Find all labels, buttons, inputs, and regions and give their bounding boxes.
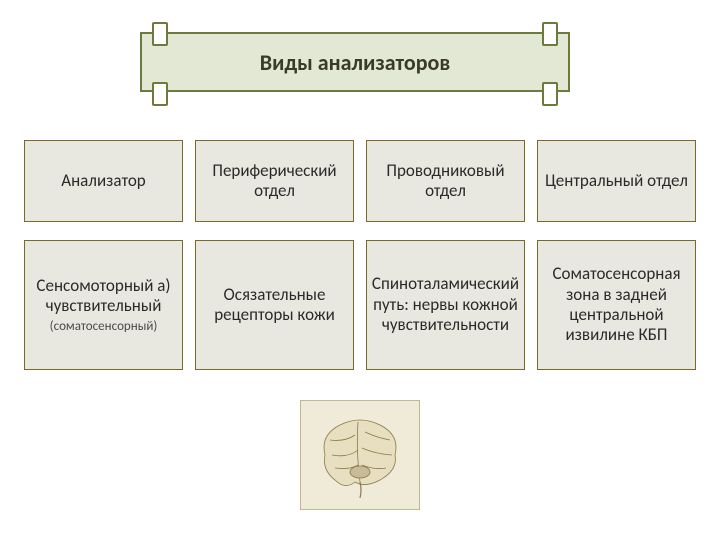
banner-tab-bottom-right [542,82,558,106]
row-sensorimotor-central: Соматосенсорная зона в задней центрально… [537,240,696,370]
cell-text: Спиноталамический путь: нервы кожной чув… [371,274,520,335]
row-sensorimotor-conductive: Спиноталамический путь: нервы кожной чув… [366,240,525,370]
banner-tab-top-left [152,22,168,46]
cell-text: Соматосенсорная зона в задней центрально… [542,264,691,346]
title-banner: Виды анализаторов [140,32,570,92]
brain-illustration [300,400,420,510]
analyzer-table: Анализатор Периферический отдел Проводни… [24,140,696,370]
cell-text: Осязательные рецепторы кожи [200,285,349,326]
cell-text: Сенсомоторный а) чувствительный [29,276,178,317]
banner-tab-top-right [542,22,558,46]
cell-text: Центральный отдел [545,171,688,191]
brain-icon [310,410,410,500]
cell-text: Проводниковый отдел [371,161,520,202]
header-analyzer: Анализатор [24,140,183,222]
header-conductive: Проводниковый отдел [366,140,525,222]
row-sensorimotor-name: Сенсомоторный а) чувствительный (соматос… [24,240,183,370]
header-peripheral: Периферический отдел [195,140,354,222]
header-central: Центральный отдел [537,140,696,222]
cell-subtext: (соматосенсорный) [50,319,158,335]
page-title: Виды анализаторов [260,49,450,76]
cell-text: Периферический отдел [200,161,349,202]
cell-text: Анализатор [61,171,146,191]
banner-tab-bottom-left [152,82,168,106]
row-sensorimotor-peripheral: Осязательные рецепторы кожи [195,240,354,370]
